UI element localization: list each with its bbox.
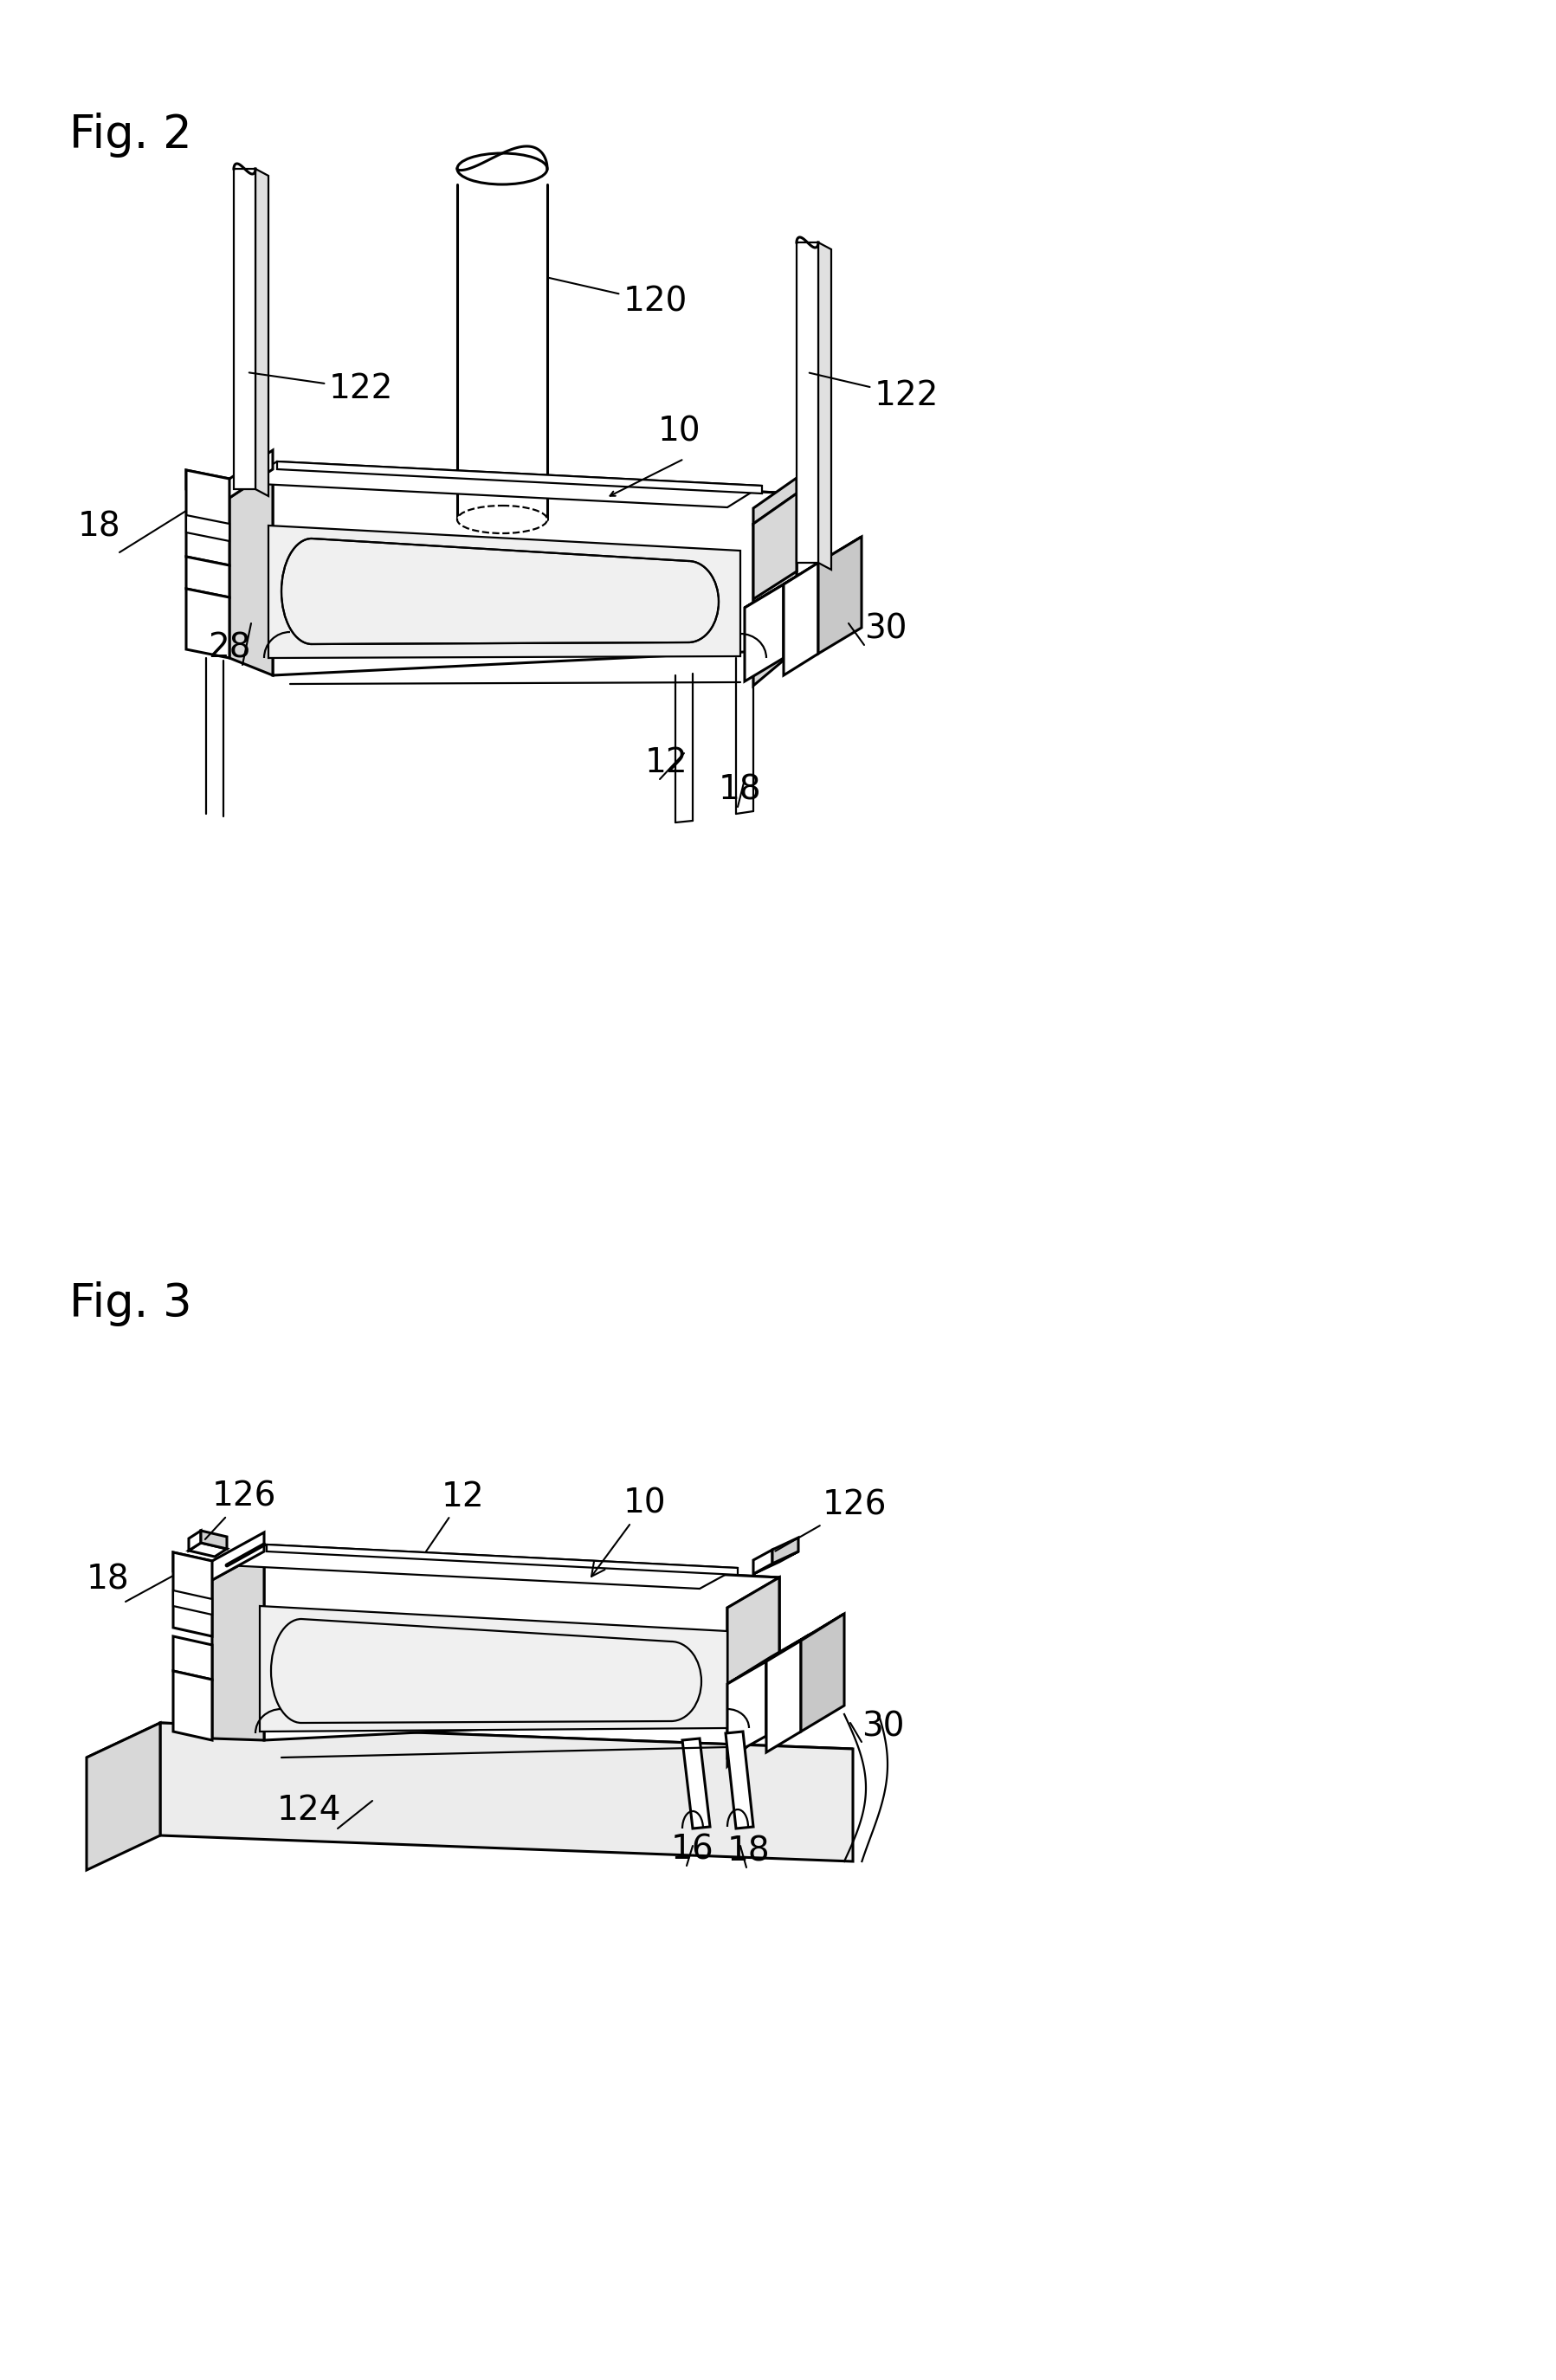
Polygon shape xyxy=(766,1635,809,1735)
Polygon shape xyxy=(227,1545,738,1590)
Text: 18: 18 xyxy=(727,1835,770,1868)
Polygon shape xyxy=(753,493,797,600)
Polygon shape xyxy=(801,1614,845,1733)
Polygon shape xyxy=(784,562,818,676)
Polygon shape xyxy=(753,1549,772,1573)
Polygon shape xyxy=(187,514,229,540)
Polygon shape xyxy=(229,469,272,676)
Polygon shape xyxy=(818,243,831,569)
Polygon shape xyxy=(745,585,784,681)
Polygon shape xyxy=(766,1614,845,1661)
Polygon shape xyxy=(727,1578,780,1685)
Polygon shape xyxy=(243,462,762,507)
Polygon shape xyxy=(266,1545,738,1576)
Polygon shape xyxy=(797,243,818,562)
Polygon shape xyxy=(745,559,826,607)
Text: 126: 126 xyxy=(775,1490,887,1552)
Polygon shape xyxy=(229,469,797,524)
Text: Fig. 2: Fig. 2 xyxy=(70,112,191,157)
Polygon shape xyxy=(173,1671,212,1740)
Text: 30: 30 xyxy=(862,1709,904,1742)
Polygon shape xyxy=(188,1542,227,1557)
Polygon shape xyxy=(683,1737,710,1828)
Polygon shape xyxy=(201,1530,227,1549)
Text: 10: 10 xyxy=(591,1488,666,1576)
Polygon shape xyxy=(727,1661,766,1756)
Text: 122: 122 xyxy=(809,374,938,412)
Text: 16: 16 xyxy=(671,1833,714,1866)
Polygon shape xyxy=(173,1533,265,1580)
Polygon shape xyxy=(173,1552,212,1637)
Text: 124: 124 xyxy=(277,1795,341,1828)
Polygon shape xyxy=(772,1537,798,1564)
Polygon shape xyxy=(272,469,797,676)
Polygon shape xyxy=(784,538,862,585)
Polygon shape xyxy=(187,588,229,657)
Polygon shape xyxy=(753,493,797,685)
Polygon shape xyxy=(265,1552,780,1740)
Polygon shape xyxy=(187,471,229,566)
Polygon shape xyxy=(187,450,272,497)
Text: 122: 122 xyxy=(249,371,394,405)
Polygon shape xyxy=(784,559,826,657)
Polygon shape xyxy=(269,526,741,657)
Text: 18: 18 xyxy=(78,512,121,543)
Polygon shape xyxy=(818,538,862,654)
Text: 126: 126 xyxy=(205,1480,277,1540)
Polygon shape xyxy=(188,1530,201,1552)
Text: 18: 18 xyxy=(87,1564,129,1595)
Ellipse shape xyxy=(457,152,548,183)
Ellipse shape xyxy=(457,505,548,533)
Polygon shape xyxy=(87,1723,160,1871)
Polygon shape xyxy=(212,1552,780,1609)
Text: 12: 12 xyxy=(426,1480,484,1552)
Polygon shape xyxy=(727,1635,809,1685)
Text: Fig. 3: Fig. 3 xyxy=(70,1280,191,1326)
Polygon shape xyxy=(260,1606,727,1733)
Polygon shape xyxy=(87,1723,853,1783)
Text: 120: 120 xyxy=(548,278,688,319)
Polygon shape xyxy=(727,1578,780,1766)
Text: 10: 10 xyxy=(658,416,702,447)
Text: 12: 12 xyxy=(646,747,688,778)
Polygon shape xyxy=(173,1590,212,1614)
Polygon shape xyxy=(725,1733,753,1828)
Polygon shape xyxy=(255,169,269,495)
Polygon shape xyxy=(160,1723,853,1861)
Polygon shape xyxy=(233,169,255,490)
Polygon shape xyxy=(753,478,797,524)
Polygon shape xyxy=(277,462,762,493)
Text: 30: 30 xyxy=(864,614,907,645)
Text: 18: 18 xyxy=(719,774,761,807)
Polygon shape xyxy=(187,557,229,597)
Polygon shape xyxy=(753,1552,798,1573)
Text: 28: 28 xyxy=(209,633,251,664)
Polygon shape xyxy=(212,1552,265,1740)
Polygon shape xyxy=(173,1637,212,1680)
Polygon shape xyxy=(766,1640,801,1752)
